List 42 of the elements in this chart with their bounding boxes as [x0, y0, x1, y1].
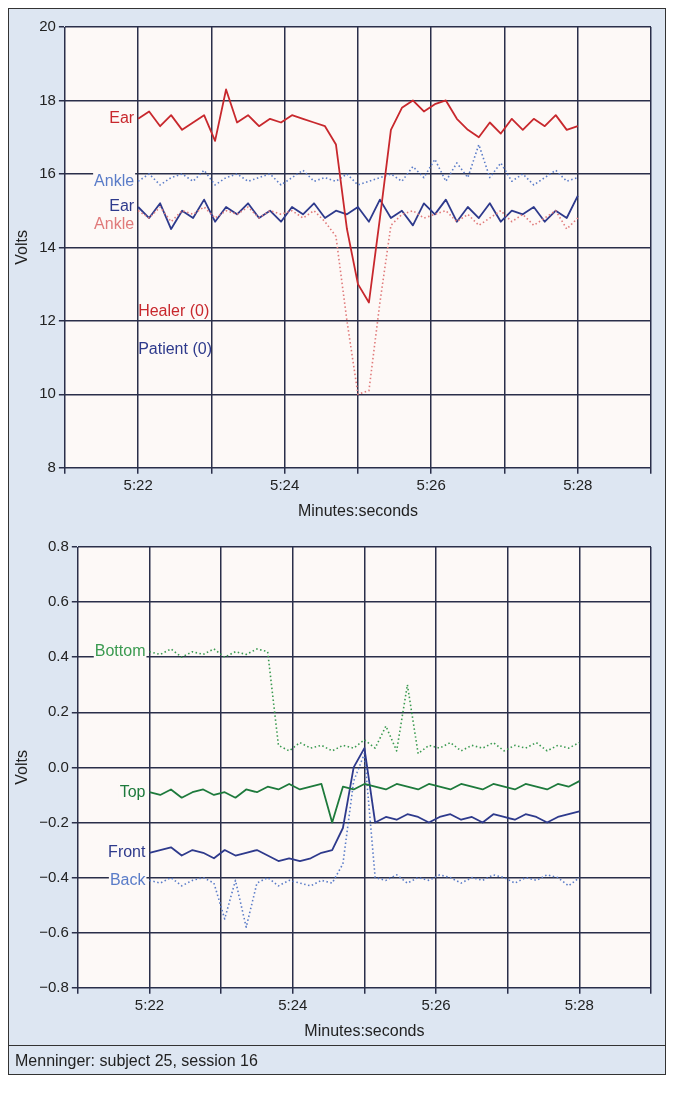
y-tick-label: 0.6 [47, 592, 69, 610]
y-tick-label: 16 [39, 164, 56, 182]
y-tick-label: −0.2 [39, 812, 69, 830]
y-tick-label: −0.4 [39, 867, 69, 885]
series-label: Bottom [94, 642, 146, 660]
text: Menninger: subject 25, session 16 [9, 1045, 665, 1074]
series-label: Ear [109, 197, 135, 215]
series-label: Front [108, 843, 147, 861]
annotation: Healer (0) [138, 302, 210, 320]
x-tick-label: 5:24 [278, 995, 308, 1013]
x-tick-label: 5:22 [134, 995, 165, 1013]
x-axis-title: Minutes:seconds [297, 501, 418, 519]
x-tick-label: 5:26 [416, 475, 446, 493]
series-label: Ankle [94, 215, 135, 233]
annotation: Patient (0) [138, 340, 212, 358]
y-tick-label: 0.4 [47, 647, 69, 665]
y-tick-label: −0.6 [39, 922, 69, 940]
y-tick-label: 0.2 [47, 702, 69, 720]
line-series [137, 206, 579, 396]
y-tick-label: 0.8 [47, 537, 69, 555]
y-tick-label: 8 [47, 457, 56, 475]
x-tick-label: 5:28 [564, 995, 594, 1013]
line-series [148, 648, 581, 755]
series-label: Ankle [94, 171, 135, 189]
y-tick-label: 0.0 [47, 757, 69, 775]
y-tick-label: 12 [39, 311, 56, 329]
y-tick-label: 18 [39, 90, 56, 108]
x-axis-title: Minutes:seconds [304, 1021, 425, 1039]
series-label: Ear [109, 109, 135, 127]
x-tick-label: 5:26 [421, 995, 451, 1013]
series-label: Top [119, 782, 146, 800]
y-tick-label: −0.8 [39, 977, 69, 995]
y-tick-label: 14 [39, 237, 56, 255]
y-tick-label: 10 [39, 384, 56, 402]
series-label: Back [109, 870, 147, 888]
x-tick-label: 5:22 [123, 475, 153, 493]
line-series [137, 143, 579, 186]
y-axis-title: Volts [13, 750, 31, 785]
x-tick-label: 5:28 [563, 475, 593, 493]
y-axis-title: Volts [13, 230, 31, 265]
x-tick-label: 5:24 [270, 475, 300, 493]
y-tick-label: 20 [39, 17, 56, 35]
